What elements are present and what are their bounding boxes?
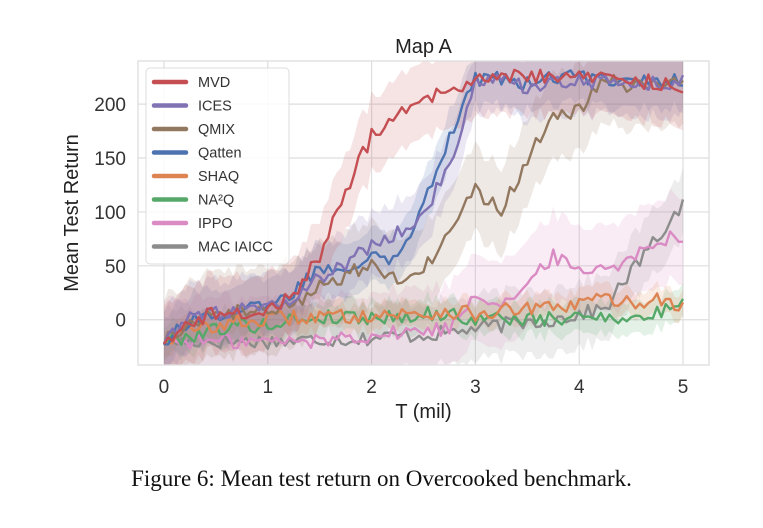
y-tick-label: 200 [94,95,126,116]
legend-label: Qatten [198,146,242,162]
series-line [163,68,684,345]
y-tick-label: 100 [94,203,126,224]
plot-frame [137,60,710,366]
legend-label: SHAQ [198,169,239,185]
legend-label: QMIX [198,122,235,138]
series-line [162,73,684,345]
legend-frame [145,67,290,265]
y-tick-label: 150 [94,149,126,170]
x-axis-label: T (mil) [395,401,451,423]
series-line [163,230,684,350]
series-band [164,280,683,358]
series-line [162,199,685,350]
series-band [164,188,683,365]
series-band [164,61,683,365]
x-tick-label: 1 [262,377,273,398]
series-band [164,61,683,365]
x-tick-label: 4 [574,377,585,398]
x-tick-label: 0 [159,377,170,398]
legend-label: NA²Q [198,193,234,209]
legend-label: MAC IAICC [198,240,273,256]
legend-label: ICES [198,99,232,115]
y-tick-label: 0 [115,311,126,332]
figure-caption: Figure 6: Mean test return on Overcooked… [131,466,632,491]
legend: MVD ICES QMIX Qatten SHAQ NA²Q IPPO MAC IAICC [145,67,290,265]
x-tick-label: 3 [470,377,481,398]
series-lines [162,68,685,350]
legend-label: MVD [198,75,230,91]
chart-title: Map A [395,36,452,58]
x-tick-label: 2 [366,377,377,398]
series-line [163,292,685,346]
y-axis-label: Mean Test Return [61,134,83,292]
y-tick-label: 50 [105,257,126,278]
x-tick-label: 5 [678,377,689,398]
legend-label: IPPO [198,216,233,232]
